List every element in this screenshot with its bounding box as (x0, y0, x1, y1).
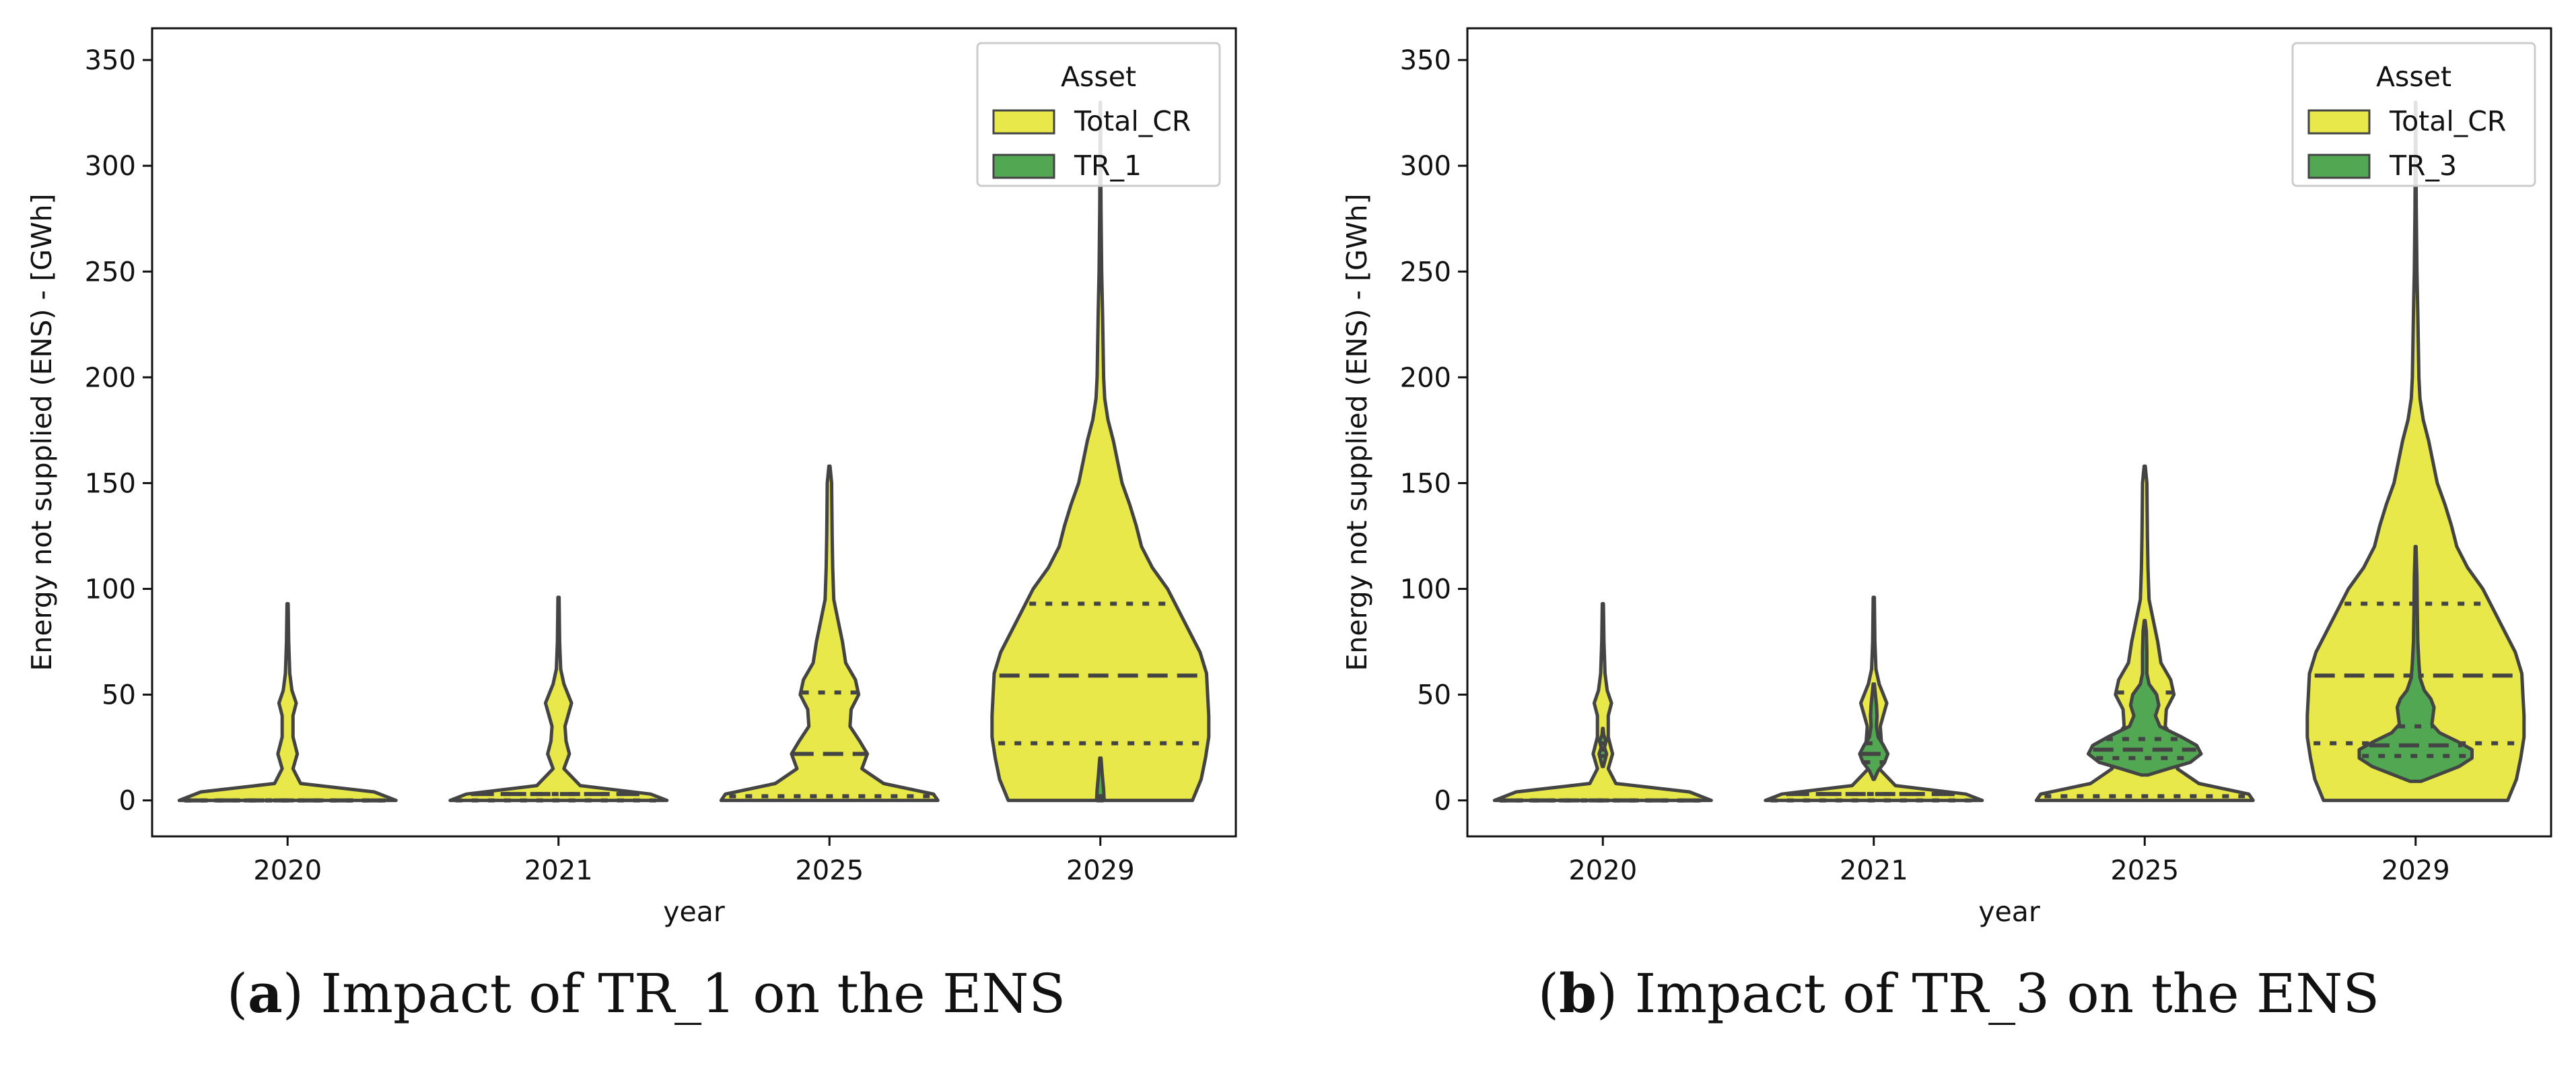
legend-box (976, 42, 1221, 187)
legend-box (2291, 42, 2536, 187)
legend: Asset Total_CR TR_1 (976, 42, 1221, 187)
violin-tr-1-2029 (1094, 756, 1106, 803)
x-axis-label: year (1978, 896, 2040, 928)
violin-tr-3-2025 (2087, 619, 2203, 777)
xtick-label: 2021 (524, 855, 593, 886)
violin-tr-3-2029 (2357, 545, 2474, 783)
ytick-label: 150 (85, 468, 136, 499)
legend-label-tr-1: TR_1 (1074, 149, 1142, 182)
plot-frame (151, 27, 1237, 838)
ytick-label: 350 (85, 45, 136, 76)
ytick-label: 300 (85, 151, 136, 182)
legend-title: Asset (2376, 61, 2451, 93)
chart-b: 0 50 100 150 200 250 300 350 2020 2021 2025 2029 yea… (1341, 27, 2552, 928)
legend-label-total-cr: Total_CR (1074, 105, 1191, 137)
xtick-label: 2020 (253, 855, 322, 886)
xtick-label: 2025 (795, 855, 864, 886)
violin-total-cr-2029 (990, 100, 1211, 803)
caption-b: (b) Impact of TR_3 on the ENS (1537, 962, 2380, 1025)
caption-a: (a) Impact of TR_1 on the ENS (226, 962, 1066, 1025)
plot-frame (1466, 27, 2552, 838)
xtick-label: 2029 (1066, 855, 1135, 886)
ytick-label: 0 (1434, 786, 1451, 817)
legend-swatch-total-cr (992, 109, 1055, 135)
y-axis-label: Energy not supplied (ENS) - [GWh] (1341, 194, 1373, 671)
ytick-label: 100 (85, 574, 136, 605)
ytick-label: 350 (1400, 45, 1451, 76)
ytick-label: 250 (85, 257, 136, 288)
xtick-label: 2025 (2110, 855, 2179, 886)
ytick-label: 0 (119, 786, 136, 817)
chart-a: 0 50 100 150 200 250 300 350 2020 2021 2025 2029 yea… (26, 27, 1237, 928)
legend-swatch-tr-1 (992, 154, 1055, 179)
violin-total-cr-2025 (719, 464, 940, 803)
ytick-label: 200 (1400, 362, 1451, 393)
violin-total-cr-2020 (1492, 602, 1713, 803)
ytick-label: 250 (1400, 257, 1451, 288)
legend-label-tr-3: TR_3 (2389, 149, 2457, 182)
legend-label-total-cr: Total_CR (2389, 105, 2506, 137)
legend-swatch-total-cr (2307, 109, 2371, 135)
ytick-label: 50 (1417, 680, 1451, 711)
legend-swatch-tr-3 (2307, 154, 2371, 179)
ytick-label: 100 (1400, 574, 1451, 605)
ytick-label: 300 (1400, 151, 1451, 182)
xtick-label: 2029 (2381, 855, 2450, 886)
xtick-label: 2020 (1568, 855, 1637, 886)
violin-total-cr-2020 (177, 602, 398, 803)
violin-total-cr-2021 (448, 595, 669, 803)
x-axis-label: year (663, 896, 725, 928)
ytick-label: 50 (102, 680, 136, 711)
ytick-label: 150 (1400, 468, 1451, 499)
ytick-label: 200 (85, 362, 136, 393)
legend: Asset Total_CR TR_3 (2291, 42, 2536, 187)
legend-title: Asset (1061, 61, 1136, 93)
y-axis-label: Energy not supplied (ENS) - [GWh] (26, 194, 58, 671)
xtick-label: 2021 (1840, 855, 1908, 886)
